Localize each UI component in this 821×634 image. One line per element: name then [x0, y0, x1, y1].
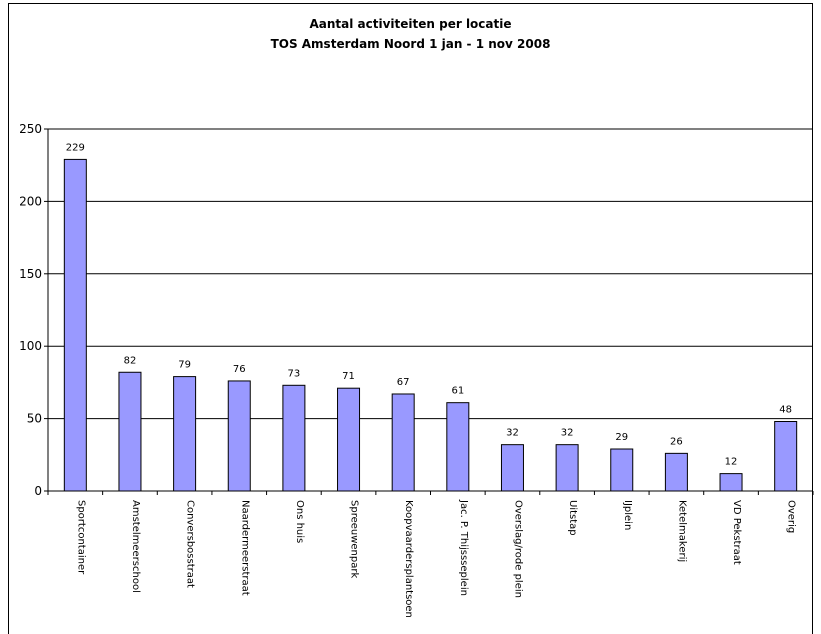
y-tick-label: 100: [19, 339, 42, 353]
category-label: Koopvaardersplantsoen: [403, 500, 414, 618]
bar: [500, 444, 524, 492]
data-label: 32: [506, 428, 519, 439]
data-label: 26: [670, 436, 683, 447]
category-label: Jac. P. Thijssseplein: [458, 499, 469, 596]
data-label: 29: [615, 432, 628, 443]
y-tick-label: 50: [27, 412, 42, 426]
bar: [555, 444, 579, 492]
category-label: Conversbosstraat: [185, 500, 196, 588]
data-label: 79: [178, 360, 191, 371]
y-tick-label: 0: [34, 484, 42, 498]
bar: [719, 473, 743, 492]
bar: [282, 384, 306, 492]
data-label: 71: [342, 371, 355, 382]
data-label: 12: [725, 457, 738, 468]
bar: [337, 387, 361, 492]
chart-title: Aantal activiteiten per locatie: [309, 17, 512, 31]
category-label: Overig: [786, 500, 797, 533]
category-label: IJplein: [622, 500, 633, 530]
y-tick-label: 150: [19, 267, 42, 281]
category-label: Naardermeerstraat: [239, 500, 250, 596]
data-label: 76: [233, 364, 246, 375]
bar: [391, 393, 415, 492]
data-label: 61: [451, 386, 464, 397]
bar: [774, 420, 798, 492]
category-label: Ons huis: [294, 500, 305, 543]
chart-frame: [8, 3, 813, 634]
chart-subtitle: TOS Amsterdam Noord 1 jan - 1 nov 2008: [270, 37, 551, 51]
category-label: Spreeuwenpark: [349, 500, 360, 578]
data-label: 82: [124, 355, 137, 366]
category-label: Amstelmeerschool: [130, 500, 141, 593]
bar: [173, 376, 197, 492]
data-label: 48: [779, 404, 792, 415]
category-label: Uitstap: [567, 500, 578, 536]
category-label: Sportcontainer: [75, 500, 86, 575]
y-tick-label: 200: [19, 194, 42, 208]
bar: [118, 371, 142, 492]
y-tick-label: 250: [19, 122, 42, 136]
data-label: 32: [561, 428, 574, 439]
bar: [610, 448, 634, 492]
data-label: 229: [66, 142, 85, 153]
data-label: 73: [288, 368, 301, 379]
bar: [664, 452, 688, 492]
bar: [446, 402, 470, 492]
bar: [227, 380, 251, 492]
category-label: Overslag/rode plein: [512, 500, 523, 598]
data-label: 67: [397, 377, 410, 388]
bar: [63, 158, 87, 492]
category-label: Ketelmakerij: [676, 500, 687, 562]
category-label: VD Pekstraat: [731, 500, 742, 565]
